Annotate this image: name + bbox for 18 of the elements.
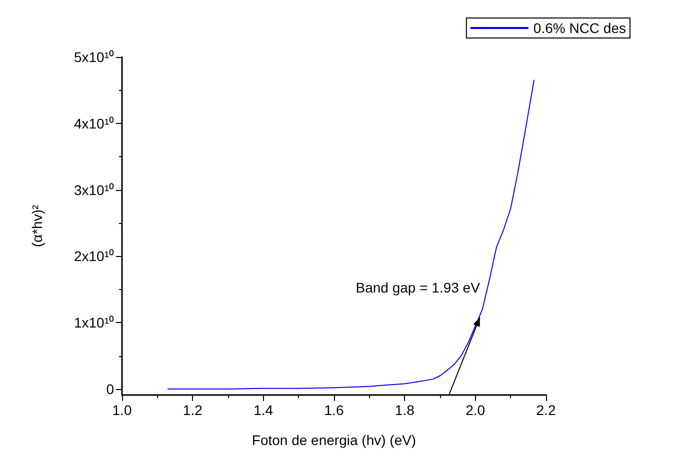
x-tick-label: 1.8 — [394, 402, 415, 418]
legend-label: 0.6% NCC des — [533, 20, 626, 36]
x-tick-label: 2.0 — [466, 402, 486, 418]
y-tick-label: 1x10¹⁰ — [74, 314, 114, 331]
x-tick-label: 1.6 — [324, 402, 344, 418]
x-tick-label: 1.4 — [254, 402, 274, 418]
y-tick-label: 3x10¹⁰ — [74, 182, 114, 198]
annotation: Band gap = 1.93 eV — [356, 279, 481, 296]
y-axis-title: (α*hv)² — [29, 204, 45, 248]
x-tick-label: 1.0 — [112, 402, 132, 418]
y-tick-label: 4x10¹⁰ — [74, 115, 114, 132]
x-axis-title: Foton de energia (hv) (eV) — [252, 432, 416, 448]
x-tick-label: 2.2 — [536, 402, 556, 418]
x-tick-label: 1.2 — [182, 402, 203, 418]
y-tick-label: 5x10¹⁰ — [74, 49, 114, 65]
y-tick-label: 0 — [106, 381, 114, 398]
y-tick-label: 2x10¹⁰ — [74, 248, 114, 264]
line-series — [167, 80, 534, 390]
